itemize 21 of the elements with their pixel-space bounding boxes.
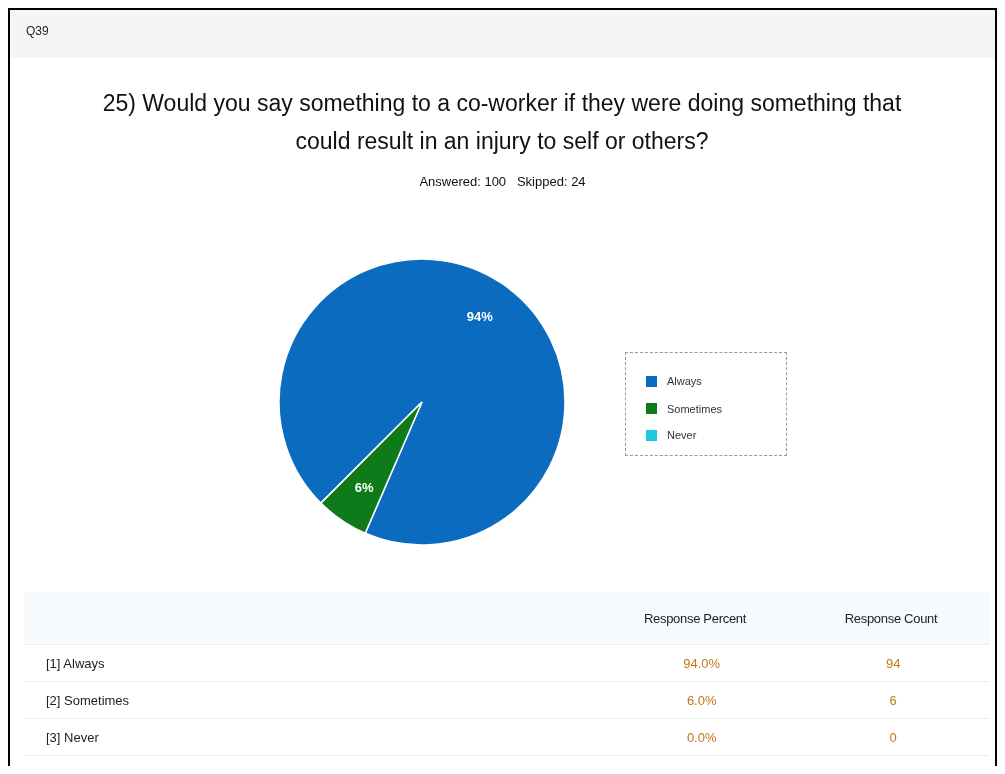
data-label: 6% bbox=[354, 479, 374, 495]
text: 94.0% bbox=[682, 655, 722, 671]
legend-label: Never bbox=[667, 429, 697, 441]
text: [3] Never bbox=[45, 729, 100, 745]
data-label: 94% bbox=[466, 309, 494, 325]
pie-slice bbox=[320, 401, 423, 534]
chart-subtitle: Answered: 100 Skipped: 24 bbox=[418, 174, 587, 189]
text: 0 bbox=[888, 729, 898, 745]
text: 0.0% bbox=[685, 729, 718, 745]
legend-label: Sometimes bbox=[667, 402, 723, 415]
text: Q39 bbox=[10, 10, 995, 58]
text: [2] Sometimes bbox=[45, 692, 131, 708]
text: 6.0% bbox=[685, 692, 718, 708]
text: 6 bbox=[888, 692, 898, 708]
chart-title: 25) Would you say something to a co-worker if they were doing something that could result in an injury to self or others? bbox=[101, 89, 903, 156]
text: Response Percent bbox=[642, 610, 748, 626]
text: Response Count bbox=[843, 610, 939, 626]
pie-slice bbox=[278, 258, 566, 546]
text: 94 bbox=[885, 655, 902, 671]
legend-label: Always bbox=[667, 375, 702, 387]
text: [1] Always bbox=[45, 655, 106, 671]
